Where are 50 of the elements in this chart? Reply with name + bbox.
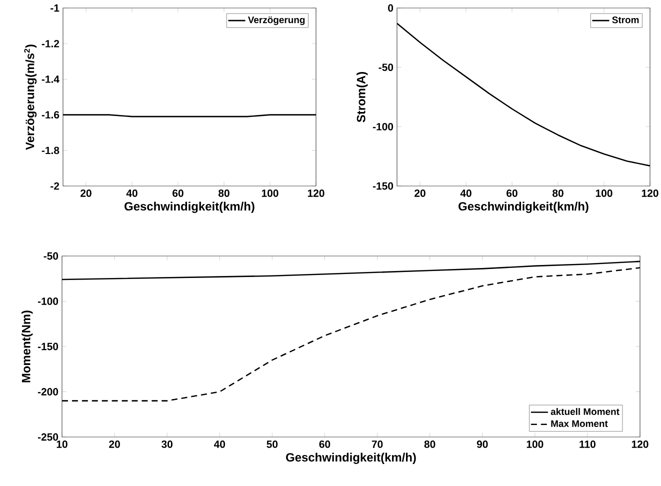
y-tick-label: -150 bbox=[38, 342, 58, 350]
x-tick-label: 40 bbox=[126, 190, 138, 197]
x-axis-title: Geschwindigkeit(km/h) bbox=[286, 452, 416, 464]
y-axis-title: Verzögerung(m/s$^{2}$) bbox=[24, 44, 37, 150]
y-tick-label: -100 bbox=[38, 298, 58, 305]
x-tick-label: 20 bbox=[80, 190, 92, 197]
x-tick-label: 60 bbox=[319, 440, 330, 448]
x-tick-label: 100 bbox=[526, 440, 544, 448]
x-tick-label: 30 bbox=[162, 440, 172, 448]
y-axis-title: Strom(A) bbox=[356, 72, 368, 122]
x-tick-label: 80 bbox=[552, 190, 564, 197]
x-tick-label: 120 bbox=[642, 190, 658, 197]
y-tick-label: -1.2 bbox=[42, 40, 60, 48]
legend-label: Verzögerung bbox=[248, 16, 305, 26]
y-tick-label: -1.8 bbox=[42, 146, 60, 154]
y-tick-label: -50 bbox=[378, 64, 394, 72]
x-tick-label: 50 bbox=[266, 440, 278, 448]
x-tick-label: 60 bbox=[506, 190, 518, 197]
y-tick-label: -1.4 bbox=[42, 76, 60, 83]
line-series bbox=[397, 22, 650, 166]
legend-label: aktuell Moment bbox=[550, 408, 620, 415]
y-tick-label: -100 bbox=[372, 122, 394, 130]
x-tick-label: 80 bbox=[218, 190, 230, 197]
y-tick-label: -250 bbox=[38, 433, 58, 441]
x-tick-label: 40 bbox=[214, 440, 226, 448]
legend-label: Strom bbox=[612, 16, 639, 24]
x-tick-label: 100 bbox=[262, 190, 278, 197]
x-tick-label: 40 bbox=[460, 190, 472, 197]
x-tick-label: 120 bbox=[632, 440, 648, 448]
x-tick-label: 80 bbox=[424, 440, 436, 448]
y-tick-label: -1.6 bbox=[42, 111, 60, 119]
x-tick-label: 70 bbox=[372, 440, 383, 448]
x-tick-label: 10 bbox=[56, 440, 68, 448]
x-tick-label: 20 bbox=[109, 440, 120, 448]
x-tick-label: 60 bbox=[172, 190, 184, 197]
x-tick-label: 110 bbox=[580, 440, 596, 448]
y-axis-title: Moment(Nm) bbox=[22, 310, 33, 382]
x-axis-title: Geschwindigkeit(km/h) bbox=[458, 202, 588, 213]
x-tick-label: 20 bbox=[414, 190, 426, 197]
y-tick-label: -200 bbox=[38, 388, 58, 396]
y-tick-label: -150 bbox=[372, 182, 394, 190]
y-tick-label: -1 bbox=[50, 4, 60, 12]
y-tick-label: 0 bbox=[388, 4, 394, 12]
legend-label: Max Moment bbox=[551, 420, 608, 427]
y-tick-label: -50 bbox=[44, 252, 58, 260]
x-tick-label: 100 bbox=[596, 190, 612, 197]
x-axis-title: Geschwindigkeit(km/h) bbox=[124, 202, 254, 213]
y-tick-label: -2 bbox=[50, 182, 60, 190]
x-tick-label: 90 bbox=[476, 440, 488, 448]
x-tick-label: 120 bbox=[308, 190, 324, 197]
